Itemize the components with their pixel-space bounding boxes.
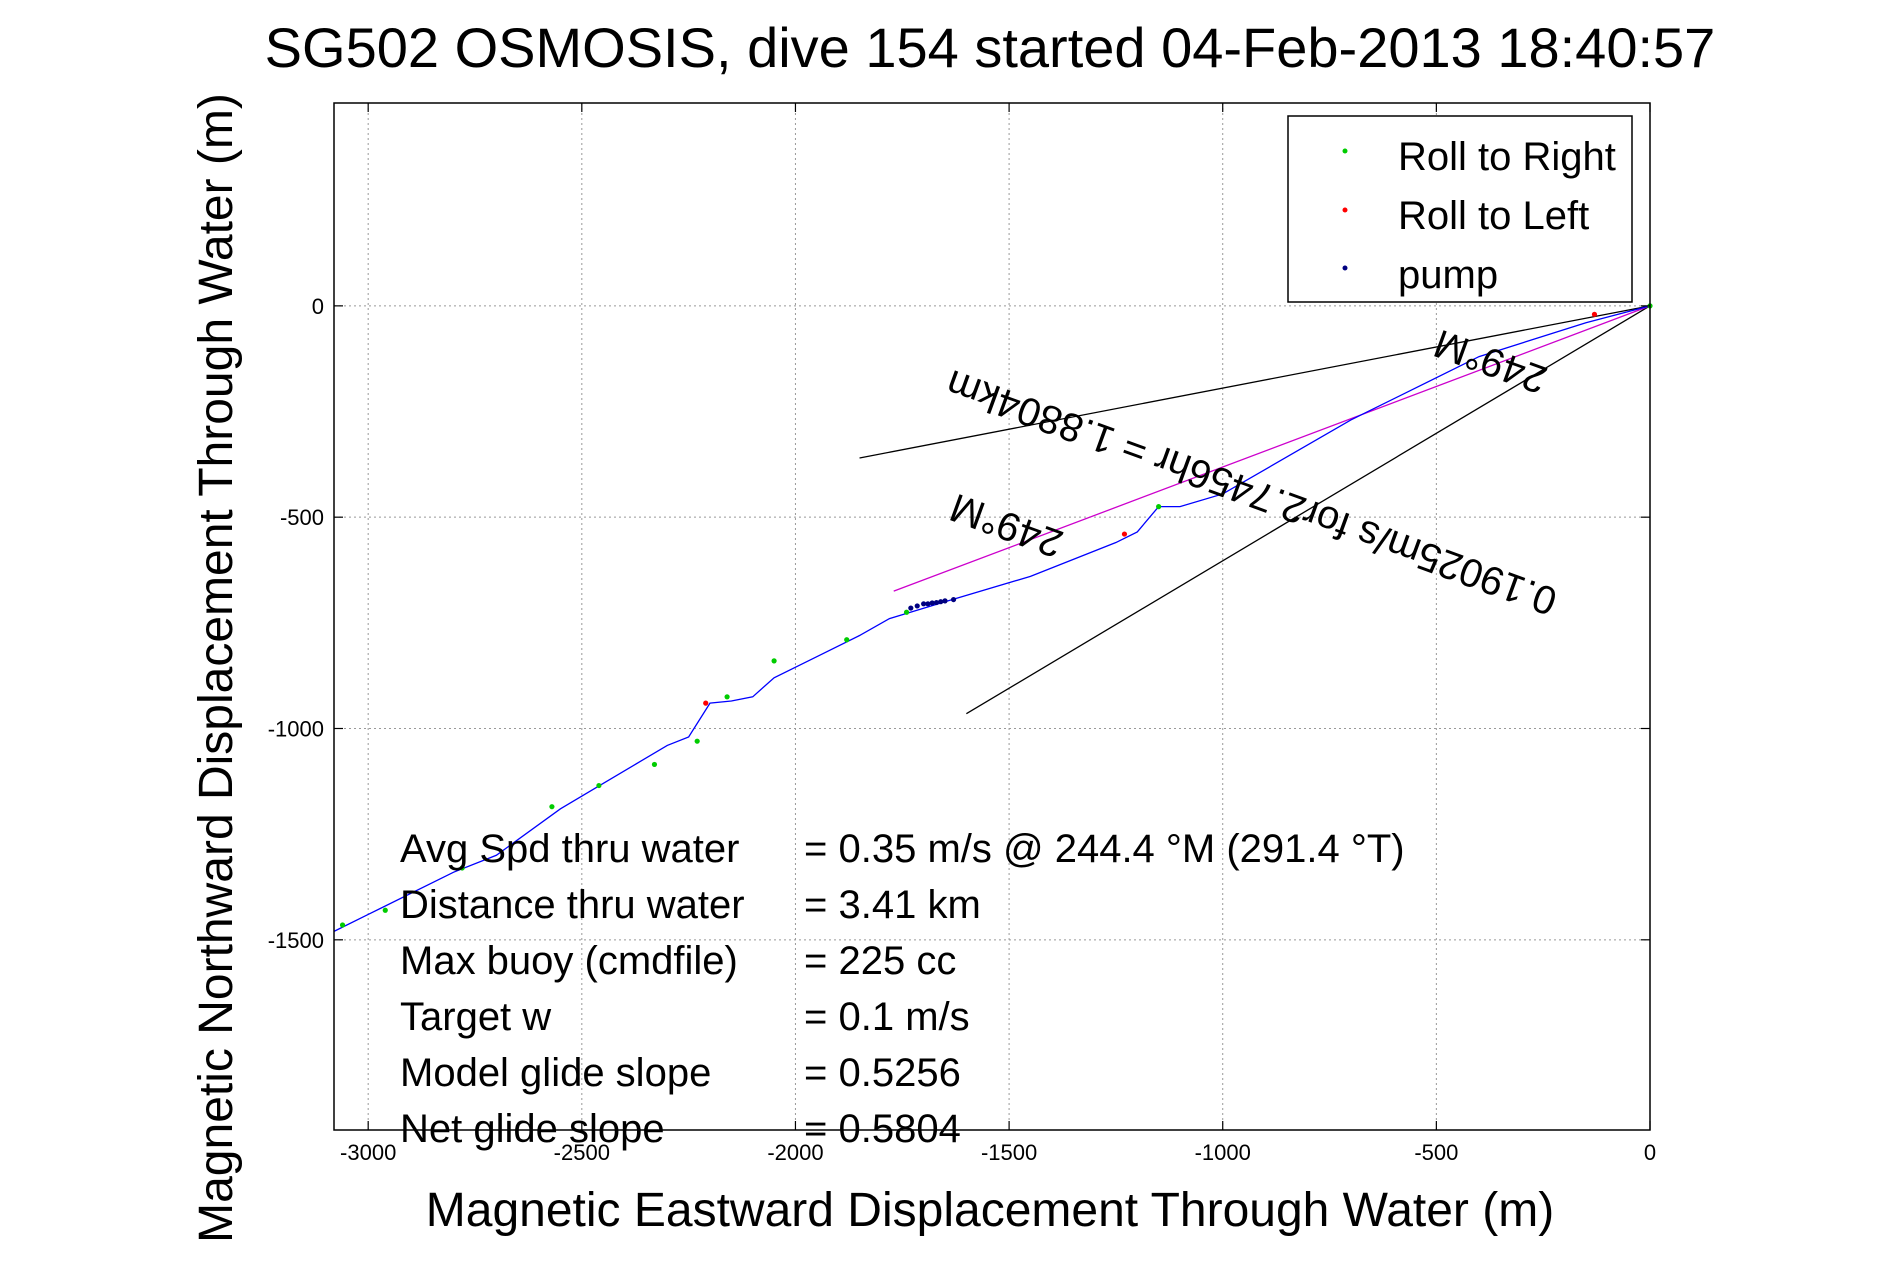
x-tick-label: -1000 [1195,1140,1251,1165]
annotation-speed-distance: 0.19025m/s for2.7456hr = 1.8804km [941,361,1563,623]
legend-marker-roll-right [1342,148,1348,154]
pump-marker [938,599,944,605]
roll-right-marker [651,761,658,768]
stat-value-max-buoy: = 225 cc [804,939,956,983]
stat-label-max-buoy: Max buoy (cmdfile) [400,939,738,983]
pump-marker [921,601,927,607]
pump-marker [925,601,931,607]
roll-right-marker [596,782,602,789]
roll-right-marker [1156,504,1162,510]
stat-value-distance: = 3.41 km [804,883,981,927]
x-tick-label: -2000 [767,1140,823,1165]
stat-label-distance: Distance thru water [400,883,745,927]
legend-marker-pump [1342,265,1348,271]
legend-marker-roll-left [1342,207,1348,213]
legend: Roll to Right Roll to Left pump [1287,115,1633,303]
y-tick-label: -1000 [268,716,324,741]
stat-label-model-glide: Model glide slope [400,1051,711,1095]
pump-marker [942,598,948,604]
x-tick-label: -2500 [554,1140,610,1165]
roll-left-marker [703,700,709,706]
y-tick-label: -1500 [268,928,324,953]
y-tick-label: 0 [312,294,324,319]
x-tick-label: -500 [1414,1140,1458,1165]
roll-right-marker [844,637,850,643]
roll-right-marker [903,609,910,615]
roll-right-marker [339,922,346,928]
legend-label-roll-left: Roll to Left [1398,194,1589,238]
stat-value-net-glide: = 0.5804 [804,1107,961,1151]
roll-right-marker [549,804,555,810]
pump-marker [914,603,920,609]
plot-frame [333,102,1651,1131]
track-series [333,305,1651,932]
roll-right-marker [771,658,777,664]
stat-label-avg-speed: Avg Spd thru water [400,827,739,871]
x-axis-label: Magnetic Eastward Displacement Through W… [426,1184,1554,1237]
y-axis-ticks: 0 -500 -1000 -1500 [268,294,1650,953]
roll-markers [339,303,1653,928]
roll-right-marker [724,694,730,700]
stat-value-target-w: = 0.1 m/s [804,995,970,1039]
stats-block: Avg Spd thru water = 0.35 m/s @ 244.4 °M… [400,827,1405,1151]
stat-value-avg-speed: = 0.35 m/s @ 244.4 °M (291.4 °T) [804,827,1405,871]
stat-label-target-w: Target w [400,995,551,1039]
annotation-heading-lower: 249°M [944,485,1068,566]
reference-line-2 [893,305,1651,592]
x-tick-label: -3000 [340,1140,396,1165]
x-tick-label: -1500 [981,1140,1037,1165]
stat-label-net-glide: Net glide slope [400,1107,665,1151]
pump-marker [908,605,914,611]
pump-marker [950,596,957,603]
annotation-distance: 0.19025m/s for2.7456hr = 1.8804km 249°M … [941,321,1563,624]
roll-right-marker [459,865,465,871]
roll-left-marker [1591,311,1598,317]
reference-line-1 [966,305,1651,715]
stat-value-model-glide: = 0.5256 [804,1051,961,1095]
roll-left-marker [1121,531,1128,537]
reference-lines [859,305,1651,715]
roll-right-marker [694,738,700,744]
series-line-0 [333,305,1651,932]
legend-label-pump: pump [1398,253,1498,297]
x-axis-ticks: -3000 -2500 -2000 -1500 -1000 -500 0 [340,103,1656,1165]
pump-marker [933,599,940,606]
pump-marker [929,600,935,606]
reference-line-0 [859,305,1651,459]
annotation-heading-upper: 249°M [1428,321,1552,402]
x-tick-label: 0 [1644,1140,1656,1165]
chart-title: SG502 OSMOSIS, dive 154 started 04-Feb-2… [265,16,1716,79]
y-axis-label: Magnetic Northward Displacement Through … [190,93,243,1243]
y-tick-label: -500 [280,505,324,530]
roll-right-marker [382,907,388,913]
legend-label-roll-right: Roll to Right [1398,135,1616,179]
